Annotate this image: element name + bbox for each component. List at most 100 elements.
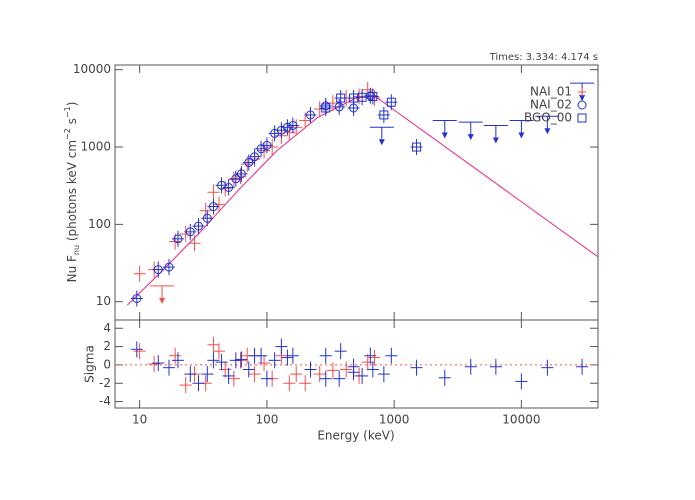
data-point — [255, 347, 268, 364]
data-point — [364, 347, 377, 364]
legend-symbol — [577, 113, 587, 123]
data-point — [248, 366, 261, 383]
data-point — [188, 235, 201, 252]
y-tick-label: 4 — [103, 321, 111, 335]
data-point — [286, 117, 299, 134]
upper-limit-arrow — [492, 137, 499, 144]
data-point — [347, 364, 360, 381]
data-point — [304, 106, 317, 123]
data-point — [235, 165, 248, 182]
data-point — [207, 336, 220, 353]
y-tick-label: 10000 — [73, 62, 111, 76]
upper-limit-arrow — [159, 297, 166, 304]
data-point — [356, 89, 369, 106]
y-tick-label: -2 — [99, 376, 111, 390]
data-point — [242, 154, 255, 171]
upper-limit — [483, 124, 508, 144]
data-point — [347, 90, 360, 107]
data-point — [171, 352, 184, 369]
data-point — [207, 184, 220, 201]
data-point — [192, 218, 205, 235]
data-point — [133, 343, 146, 360]
legend-label: BGO_00 — [524, 111, 572, 125]
marker-part — [379, 110, 389, 120]
x-tick-label: 100 — [255, 413, 278, 427]
upper-limit-arrow — [579, 95, 586, 102]
marker-part — [357, 92, 367, 102]
upper-limit-arrow — [441, 132, 448, 139]
data-point — [326, 362, 339, 379]
legend-symbol — [577, 100, 587, 110]
data-point — [207, 352, 220, 369]
marker-part — [244, 158, 254, 168]
data-point — [377, 106, 390, 123]
data-point — [334, 90, 347, 107]
marker-part — [193, 221, 203, 231]
y-tick-label: 2 — [103, 339, 111, 353]
marker-part — [349, 93, 359, 103]
data-point — [340, 361, 353, 378]
x-tick-label: 1000 — [379, 413, 410, 427]
upper-limit — [150, 285, 175, 304]
data-point — [242, 361, 255, 378]
data-point — [281, 349, 294, 366]
plot-frame — [114, 64, 599, 321]
data-point — [201, 366, 214, 383]
data-point — [290, 366, 303, 383]
data-point — [179, 377, 192, 394]
marker-part — [412, 142, 422, 152]
data-point — [222, 367, 235, 384]
upper-limit-arrow — [378, 139, 385, 146]
data-point — [184, 366, 197, 383]
data-point — [576, 358, 589, 375]
data-point — [229, 170, 242, 187]
data-point — [212, 196, 225, 213]
data-point — [410, 359, 423, 376]
data-point — [281, 119, 294, 136]
data-point — [152, 355, 165, 372]
data-point — [222, 179, 235, 196]
data-point — [260, 137, 273, 154]
upper-limit — [432, 120, 457, 139]
data-point — [201, 210, 214, 227]
y-label-part: −1 — [63, 106, 72, 118]
data-point — [438, 369, 451, 386]
data-point — [227, 370, 240, 387]
data-point — [319, 370, 332, 387]
data-point — [319, 99, 332, 116]
marker-part — [262, 140, 272, 150]
y-label-part: (photons keV cm — [65, 140, 79, 245]
y-label-part: nu — [72, 245, 81, 255]
data-point — [333, 370, 346, 387]
data-point — [385, 347, 398, 364]
legend-symbol — [578, 88, 586, 96]
data-point — [266, 139, 279, 156]
data-point — [464, 358, 477, 375]
data-point — [366, 361, 379, 378]
y-tick-label: 100 — [88, 217, 111, 231]
data-point — [235, 351, 248, 368]
marker-part — [208, 202, 218, 212]
upper-limit-arrow — [544, 128, 551, 135]
data-point — [192, 375, 205, 392]
marker-part — [321, 103, 331, 113]
x-tick-label: 10000 — [502, 413, 540, 427]
marker-part — [164, 262, 174, 272]
data-point — [258, 355, 271, 372]
data-point — [219, 361, 232, 378]
data-point — [229, 352, 242, 369]
y-label-part: ) — [65, 102, 79, 107]
upper-limit — [458, 121, 483, 141]
plot-frame — [114, 319, 599, 409]
y-label-part: s — [65, 118, 79, 128]
marker-part — [250, 152, 260, 162]
data-point — [410, 139, 423, 156]
data-point — [171, 230, 184, 247]
marker-part — [386, 97, 396, 107]
data-point — [133, 265, 146, 282]
marker-part — [276, 125, 286, 135]
y-label-part: −2 — [63, 128, 72, 140]
data-point — [286, 347, 299, 364]
marker-part — [334, 102, 344, 112]
marker-part — [132, 294, 142, 304]
